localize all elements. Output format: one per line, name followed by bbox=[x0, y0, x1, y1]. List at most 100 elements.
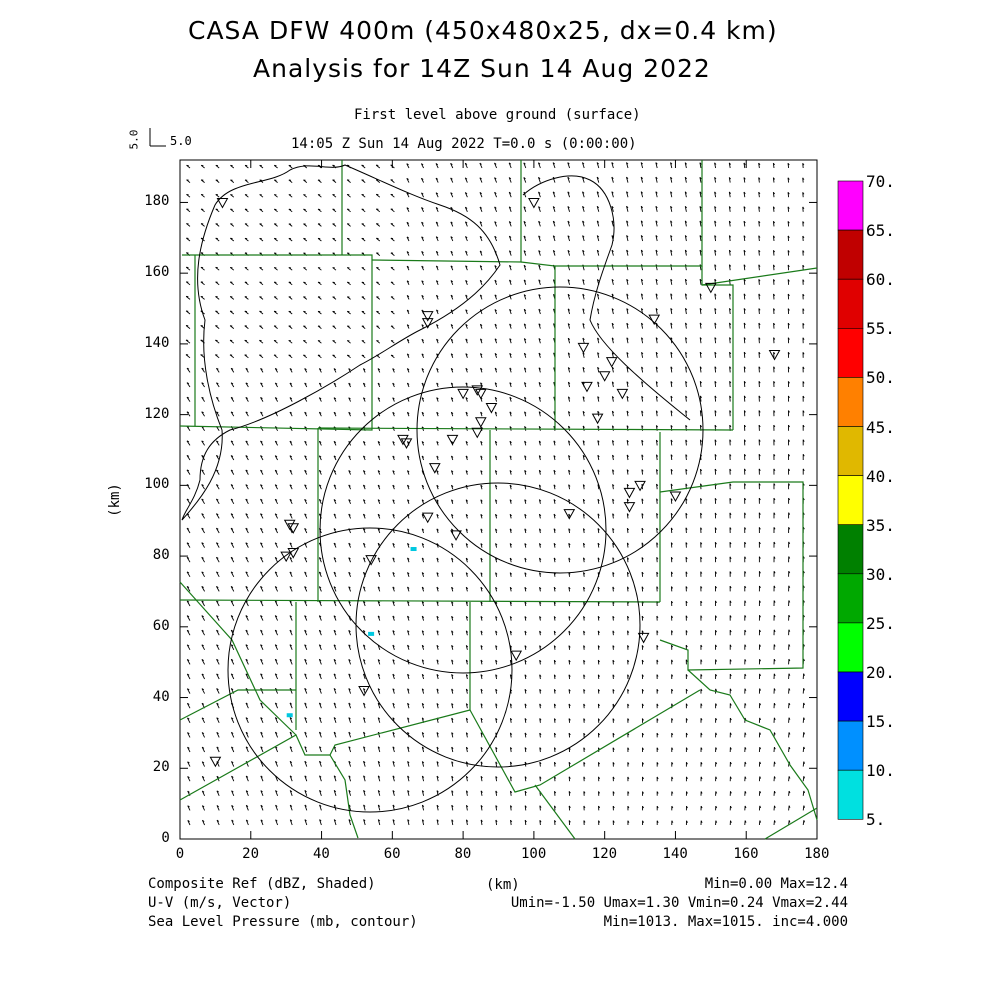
wind-vector-head bbox=[509, 338, 512, 341]
wind-vector-head bbox=[187, 805, 190, 808]
wind-vector-head bbox=[450, 353, 454, 356]
wind-vector-head bbox=[597, 454, 600, 458]
wind-vector bbox=[714, 293, 717, 300]
wind-vector-head bbox=[685, 586, 688, 589]
wind-vector-head bbox=[524, 396, 527, 399]
wind-vector bbox=[567, 206, 571, 212]
wind-vector-head bbox=[246, 819, 249, 822]
wind-vector-head bbox=[802, 424, 805, 428]
wind-vector-head bbox=[568, 411, 571, 414]
wind-vector-head bbox=[451, 615, 454, 619]
wind-vector-head bbox=[699, 220, 702, 223]
wind-vector-head bbox=[568, 381, 571, 385]
wind-vector-head bbox=[685, 703, 688, 706]
wind-vector-head bbox=[245, 702, 249, 705]
wind-vector-head bbox=[568, 484, 571, 487]
wind-vector-head bbox=[699, 293, 702, 296]
x-tick-label: 120 bbox=[591, 846, 618, 862]
wind-vector-head bbox=[421, 236, 424, 239]
wind-vector-head bbox=[539, 805, 542, 808]
wind-vector-head bbox=[714, 512, 717, 516]
wind-vector bbox=[201, 673, 205, 680]
wind-vector-head bbox=[539, 674, 542, 677]
wind-vector-head bbox=[729, 747, 732, 750]
station-triangle bbox=[287, 548, 300, 559]
footer-ref-minmax: Min=0.00 Max=12.4 bbox=[704, 876, 848, 892]
wind-vector bbox=[230, 600, 235, 607]
wind-vector-head bbox=[714, 454, 717, 457]
wind-vector-head bbox=[304, 790, 307, 793]
wind-vector-head bbox=[187, 688, 190, 691]
wind-vector bbox=[216, 717, 220, 723]
wind-vector-head bbox=[450, 206, 453, 209]
wind-vector bbox=[289, 804, 293, 811]
wind-vector-head bbox=[552, 220, 556, 223]
wind-vector-head bbox=[729, 615, 732, 618]
station-triangle bbox=[400, 438, 413, 449]
wind-vector-head bbox=[509, 513, 512, 517]
wind-vector-head bbox=[626, 278, 629, 282]
wind-vector-head bbox=[407, 644, 410, 647]
wind-vector-head bbox=[451, 674, 454, 677]
wind-vector-head bbox=[201, 586, 204, 588]
wind-vector bbox=[304, 790, 308, 796]
wind-vector-head bbox=[655, 366, 658, 369]
wind-vector-head bbox=[568, 732, 571, 736]
colorbar bbox=[837, 180, 864, 820]
wind-vector bbox=[231, 746, 235, 753]
wind-vector-head bbox=[773, 250, 776, 253]
wind-vector-head bbox=[802, 177, 805, 180]
wind-vector-head bbox=[759, 629, 761, 633]
x-tick-label: 140 bbox=[662, 846, 688, 862]
wind-vector-head bbox=[730, 805, 732, 809]
wind-vector-head bbox=[583, 572, 586, 575]
wind-vector-head bbox=[758, 279, 761, 282]
wind-vector-head bbox=[612, 557, 615, 560]
wind-vector-head bbox=[480, 717, 483, 721]
wind-vector-head bbox=[480, 761, 483, 764]
wind-vector-head bbox=[245, 469, 248, 472]
wind-vector-head bbox=[538, 250, 541, 253]
wind-vector-head bbox=[289, 542, 292, 545]
wind-vector bbox=[581, 162, 585, 169]
x-tick-label: 160 bbox=[733, 846, 759, 862]
wind-vector-head bbox=[538, 382, 541, 385]
wind-vector-head bbox=[597, 396, 600, 399]
wind-vector-head bbox=[333, 804, 337, 807]
wind-vector-head bbox=[524, 674, 527, 677]
wind-vector-head bbox=[509, 323, 512, 326]
wind-vector-head bbox=[450, 221, 453, 224]
wind-vector-head bbox=[509, 528, 512, 531]
wind-vector-head bbox=[759, 659, 761, 662]
wind-vector-head bbox=[494, 323, 497, 326]
wind-vector-head bbox=[685, 483, 688, 486]
wind-vector-head bbox=[671, 791, 674, 794]
wind-vector-head bbox=[392, 455, 395, 458]
wind-vector-head bbox=[495, 703, 498, 706]
wind-vector-head bbox=[656, 513, 659, 516]
wind-vector-head bbox=[684, 206, 688, 209]
wind-vector bbox=[186, 498, 191, 505]
wind-vector-head bbox=[627, 718, 630, 721]
wind-vector bbox=[216, 615, 220, 621]
wind-vector bbox=[714, 381, 717, 388]
wind-vector-head bbox=[450, 192, 453, 195]
wind-vector-head bbox=[407, 746, 410, 749]
wind-vector-head bbox=[773, 688, 776, 691]
wind-vector-head bbox=[773, 497, 776, 501]
wind-vector-head bbox=[802, 454, 805, 457]
wind-vector-head bbox=[319, 600, 322, 603]
wind-vector-head bbox=[436, 280, 439, 283]
wind-vector-head bbox=[758, 527, 761, 530]
wind-vector-head bbox=[407, 572, 410, 575]
wind-vector-head bbox=[743, 366, 746, 369]
wind-vector bbox=[186, 527, 191, 534]
wind-vector-head bbox=[582, 220, 585, 223]
wind-vector-head bbox=[509, 221, 512, 224]
wind-vector-head bbox=[333, 688, 337, 691]
wind-vector-head bbox=[758, 381, 761, 384]
wind-vector-head bbox=[377, 484, 381, 487]
footer-pressure-minmax: Min=1013. Max=1015. inc=4.000 bbox=[603, 914, 848, 930]
wind-vector-head bbox=[289, 775, 293, 778]
wind-vector-head bbox=[377, 441, 381, 444]
